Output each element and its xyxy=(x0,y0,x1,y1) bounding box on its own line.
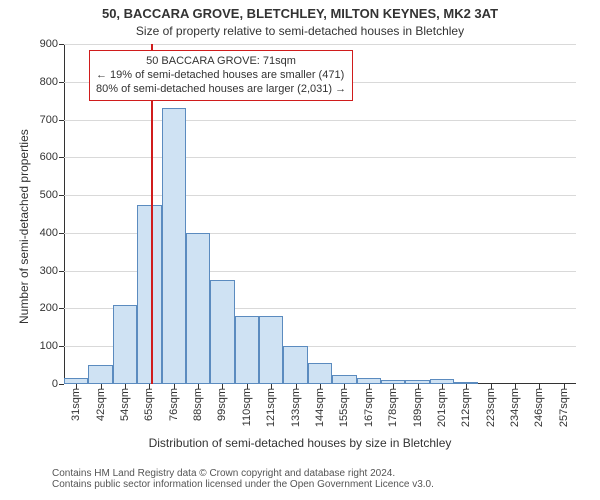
x-tick-label: 65sqm xyxy=(143,384,155,421)
y-tick-label: 400 xyxy=(40,227,64,239)
x-axis-label: Distribution of semi-detached houses by … xyxy=(0,436,600,450)
x-tick-label: 212sqm xyxy=(460,384,472,427)
x-tick-label: 144sqm xyxy=(314,384,326,427)
footer-line-1: Contains HM Land Registry data © Crown c… xyxy=(52,468,434,479)
y-tick-label: 600 xyxy=(40,151,64,163)
x-tick-label: 234sqm xyxy=(509,384,521,427)
y-tick-label: 800 xyxy=(40,76,64,88)
x-tick-label: 167sqm xyxy=(363,384,375,427)
histogram-bar xyxy=(283,346,307,384)
y-tick-label: 200 xyxy=(40,302,64,314)
annotation-line: ← 19% of semi-detached houses are smalle… xyxy=(96,69,346,83)
x-tick-label: 178sqm xyxy=(387,384,399,427)
x-tick-label: 99sqm xyxy=(216,384,228,421)
y-tick-label: 500 xyxy=(40,189,64,201)
y-tick-label: 900 xyxy=(40,38,64,50)
histogram-bar xyxy=(332,375,356,384)
histogram-bar xyxy=(186,233,210,384)
y-tick-label: 100 xyxy=(40,340,64,352)
histogram-bar xyxy=(259,316,283,384)
chart-title-main: 50, BACCARA GROVE, BLETCHLEY, MILTON KEY… xyxy=(0,6,600,21)
annotation-line: 80% of semi-detached houses are larger (… xyxy=(96,83,346,97)
y-tick-label: 700 xyxy=(40,114,64,126)
histogram-bar xyxy=(235,316,259,384)
x-tick-label: 133sqm xyxy=(290,384,302,427)
histogram-bar xyxy=(210,280,234,384)
histogram-chart: 50, BACCARA GROVE, BLETCHLEY, MILTON KEY… xyxy=(0,0,600,500)
x-tick-label: 31sqm xyxy=(70,384,82,421)
y-axis-label: Number of semi-detached properties xyxy=(17,129,31,324)
x-tick-label: 54sqm xyxy=(119,384,131,421)
y-tick-label: 0 xyxy=(52,378,64,390)
footer-line-2: Contains public sector information licen… xyxy=(52,479,434,490)
chart-title-sub: Size of property relative to semi-detach… xyxy=(0,24,600,38)
x-tick-label: 76sqm xyxy=(168,384,180,421)
histogram-bar xyxy=(137,205,161,384)
histogram-bar xyxy=(308,363,332,384)
x-tick-label: 110sqm xyxy=(241,384,253,426)
x-tick-label: 189sqm xyxy=(412,384,424,427)
x-tick-label: 201sqm xyxy=(436,384,448,427)
histogram-bar xyxy=(113,305,137,384)
x-tick-label: 88sqm xyxy=(192,384,204,421)
x-tick-label: 223sqm xyxy=(485,384,497,427)
histogram-bar xyxy=(162,108,186,384)
annotation-line: 50 BACCARA GROVE: 71sqm xyxy=(96,55,346,69)
x-tick-label: 121sqm xyxy=(265,384,277,427)
footer-attribution: Contains HM Land Registry data © Crown c… xyxy=(52,468,434,490)
annotation-box: 50 BACCARA GROVE: 71sqm← 19% of semi-det… xyxy=(89,50,353,101)
x-tick-label: 155sqm xyxy=(338,384,350,427)
x-tick-label: 257sqm xyxy=(558,384,570,427)
x-tick-label: 42sqm xyxy=(95,384,107,421)
x-tick-label: 246sqm xyxy=(533,384,545,427)
histogram-bar xyxy=(88,365,112,384)
y-tick-label: 300 xyxy=(40,265,64,277)
